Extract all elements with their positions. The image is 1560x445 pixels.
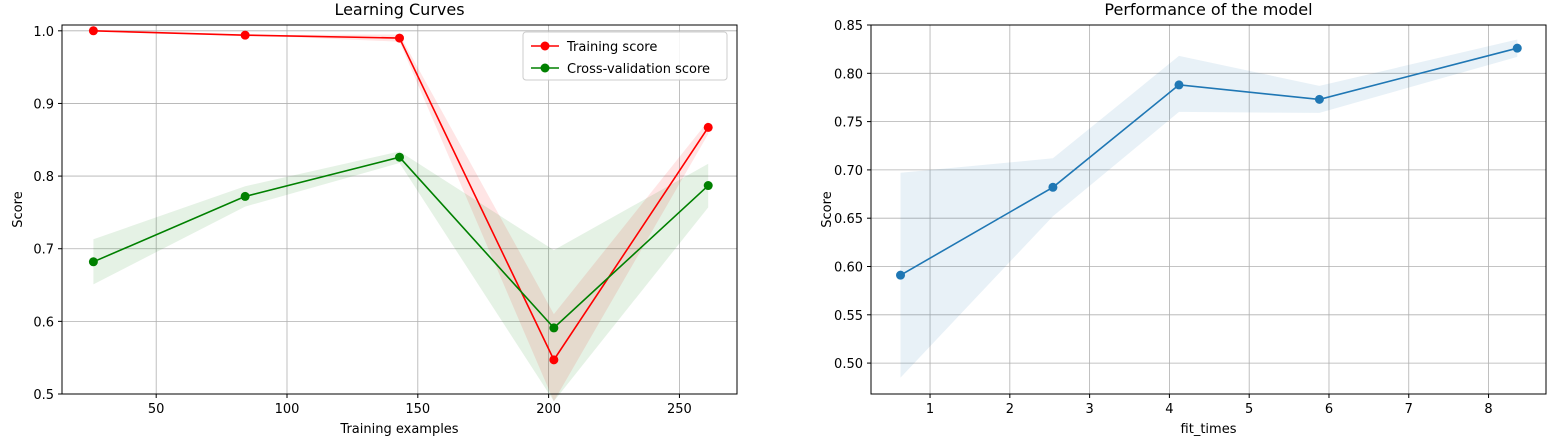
data-point	[395, 152, 404, 162]
x-axis-label: Training examples	[339, 422, 458, 437]
y-axis-label: Score	[11, 191, 26, 227]
x-tick-label: 6	[1325, 402, 1333, 417]
x-tick-label: 2	[1006, 402, 1014, 417]
y-tick-label: 0.55	[834, 309, 863, 324]
confidence-band-2	[93, 151, 709, 402]
legend-marker	[540, 41, 550, 51]
y-tick-label: 0.75	[834, 116, 863, 131]
y-axis-label: Score	[820, 191, 835, 227]
confidence-band-1	[900, 39, 1518, 378]
data-point	[1314, 94, 1324, 104]
x-tick-label: 4	[1165, 402, 1173, 417]
chart-title: Performance of the model	[1104, 0, 1312, 19]
data-point	[395, 33, 404, 43]
data-point	[88, 257, 98, 267]
y-tick-label: 0.60	[834, 260, 863, 275]
y-tick-label: 0.80	[834, 67, 863, 82]
data-point	[1048, 182, 1058, 192]
chart-1: 50 100 150 200 250 0.5 0.6 0.7 0.8 0.9 1.0 Learning…	[11, 0, 738, 437]
data-point	[549, 355, 559, 365]
y-tick-label: 0.7	[33, 243, 54, 258]
legend: Training score Cross-validation score	[522, 31, 728, 81]
x-tick-label: 7	[1405, 402, 1413, 417]
legend-entry: Cross-validation score	[567, 62, 710, 77]
data-point	[549, 323, 559, 333]
axes-frame	[61, 24, 738, 395]
y-tick-label: 0.6	[33, 315, 54, 330]
data-point	[1512, 43, 1522, 53]
x-tick-label: 200	[536, 402, 561, 417]
data-point	[240, 30, 250, 40]
data-point	[1174, 80, 1184, 90]
x-tick-label: 50	[148, 402, 165, 417]
x-tick-label: 3	[1085, 402, 1093, 417]
legend-entry: Training score	[566, 40, 657, 55]
y-tick-label: 0.9	[33, 97, 54, 112]
data-point	[240, 191, 250, 201]
chart-title: Learning Curves	[334, 0, 464, 19]
y-tick-label: 0.65	[834, 212, 863, 227]
data-point	[703, 122, 713, 132]
y-tick-label: 0.5	[33, 388, 54, 403]
y-tick-label: 0.50	[834, 357, 863, 372]
x-tick-label: 1	[926, 402, 934, 417]
x-tick-label: 150	[405, 402, 430, 417]
legend-box	[522, 31, 728, 81]
y-tick-label: 1.0	[33, 25, 54, 40]
x-axis-label: fit_times	[1181, 422, 1237, 437]
x-tick-label: 100	[275, 402, 300, 417]
x-tick-label: 5	[1245, 402, 1253, 417]
axes-frame	[870, 24, 1547, 395]
legend-marker	[540, 63, 550, 73]
y-tick-label: 0.70	[834, 164, 863, 179]
data-point	[88, 26, 98, 36]
y-tick-label: 0.85	[834, 19, 863, 34]
y-tick-label: 0.8	[33, 170, 54, 185]
chart-2: 1 2 3 4 5 6 7 8 0.50 0.55 0.60 0.65 0.70 0.75 0.80 0.85…	[820, 0, 1547, 437]
x-tick-label: 250	[667, 402, 692, 417]
data-point	[896, 270, 906, 280]
data-point	[703, 181, 713, 191]
x-tick-label: 8	[1484, 402, 1492, 417]
